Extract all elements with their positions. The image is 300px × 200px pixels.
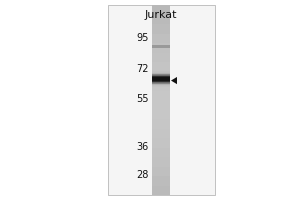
Bar xyxy=(152,43,170,52)
Bar xyxy=(108,5,215,195)
Bar xyxy=(152,71,170,73)
Text: 28: 28 xyxy=(136,170,149,180)
Bar xyxy=(152,73,170,75)
Bar xyxy=(152,52,170,62)
Bar xyxy=(152,79,170,81)
Bar xyxy=(152,62,170,72)
Bar xyxy=(152,24,170,33)
Bar xyxy=(152,90,170,100)
Bar xyxy=(152,157,170,166)
Bar xyxy=(152,5,170,15)
Bar xyxy=(152,75,170,77)
Bar xyxy=(152,81,170,83)
Bar xyxy=(152,77,170,79)
Bar xyxy=(152,80,170,82)
Bar xyxy=(152,72,170,74)
Bar xyxy=(152,74,170,76)
Bar xyxy=(152,33,170,43)
Bar xyxy=(152,71,170,73)
Bar xyxy=(152,85,170,87)
Polygon shape xyxy=(171,77,177,84)
Text: Jurkat: Jurkat xyxy=(145,10,177,20)
Bar xyxy=(152,77,170,79)
Bar xyxy=(152,110,170,119)
Text: 55: 55 xyxy=(136,94,149,104)
Bar xyxy=(152,82,170,84)
Bar xyxy=(152,83,170,85)
Bar xyxy=(152,74,170,76)
Bar xyxy=(152,119,170,129)
Bar xyxy=(152,76,170,78)
Bar xyxy=(152,79,170,81)
Bar xyxy=(152,186,170,195)
Bar xyxy=(152,5,170,195)
Bar xyxy=(152,15,170,24)
Bar xyxy=(152,83,170,85)
Bar xyxy=(152,85,170,87)
Bar xyxy=(152,45,170,48)
Bar xyxy=(152,80,170,82)
Bar xyxy=(152,76,170,78)
Bar xyxy=(152,138,170,148)
Bar xyxy=(152,176,170,186)
Bar xyxy=(152,81,170,90)
Text: 36: 36 xyxy=(137,142,149,152)
Text: 72: 72 xyxy=(136,64,149,74)
Bar xyxy=(152,82,170,84)
Bar xyxy=(152,148,170,157)
Bar xyxy=(152,78,170,80)
Bar xyxy=(152,166,170,176)
Text: 95: 95 xyxy=(136,33,149,43)
Bar xyxy=(152,129,170,138)
Bar xyxy=(152,100,170,110)
Bar xyxy=(152,73,170,75)
Bar xyxy=(152,84,170,86)
Bar xyxy=(152,72,170,81)
